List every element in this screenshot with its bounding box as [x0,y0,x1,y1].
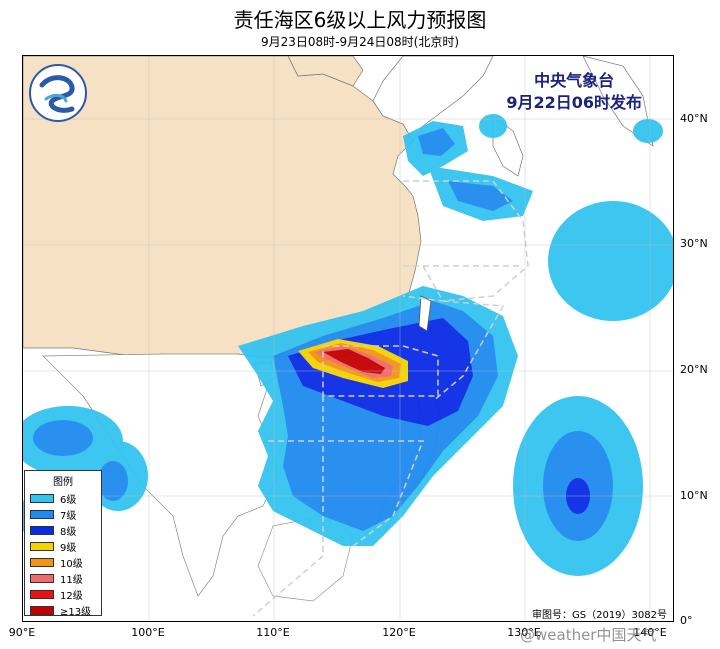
legend-label: 12级 [60,590,83,602]
legend-title: 图例 [53,477,73,488]
lon-tick-90e: 90°E [8,626,36,639]
legend-item: 7级 [25,506,101,522]
legend-swatch [30,509,54,519]
lat-tick-30n: 30°N [680,237,708,250]
legend-swatch [30,573,54,583]
lon-tick-110e: 110°E [256,626,290,639]
lat-tick-20n: 20°N [680,363,708,376]
lat-tick-0: 0° [680,614,693,627]
lon-tick-130e: 130°E [507,626,541,639]
legend-label: 8级 [60,526,77,538]
lat-tick-10n: 10°N [680,489,708,502]
legend-swatch [30,493,54,503]
legend-item: ≥13级 [25,602,101,618]
watermark: @weather中国天气 [520,626,657,644]
lon-tick-140e: 140°E [633,626,667,639]
legend-item: 12级 [25,586,101,602]
legend-item: 8级 [25,522,101,538]
legend-label: 10级 [60,558,83,570]
legend-label: 6级 [60,494,77,506]
legend-swatch [30,557,54,567]
map-review-number: 审图号：GS（2019）3082号 [532,610,667,621]
sea-zone-boundaries [252,180,529,617]
release-time: 9月22日06时发布 [506,93,642,112]
agency-name: 中央气象台 [534,71,615,90]
map-area [22,55,674,622]
cma-logo-icon [28,63,88,123]
lon-tick-100e: 100°E [131,626,165,639]
legend-item: 9级 [25,538,101,554]
legend-label: 7级 [60,510,77,522]
forecast-map [23,56,673,621]
legend-item: 6级 [25,490,101,506]
legend-swatch [30,605,54,615]
map-title: 责任海区6级以上风力预报图 [233,8,487,32]
legend-rows: 6级 7级 8级 9级 10级 11级 12级 ≥13级 [25,490,101,618]
lon-tick-120e: 120°E [382,626,416,639]
legend-swatch [30,541,54,551]
legend-swatch [30,525,54,535]
agency-block: 中央气象台 9月22日06时发布 [506,70,642,114]
lat-tick-40n: 40°N [680,112,708,125]
legend-item: 10级 [25,554,101,570]
legend-swatch [30,589,54,599]
legend-label: ≥13级 [60,606,92,618]
map-subtitle: 9月23日08时-9月24日08时(北京时) [260,35,460,49]
legend: 图例 6级 7级 8级 9级 10级 11级 12级 ≥13级 [24,470,102,618]
legend-label: 9级 [60,542,77,554]
legend-item: 11级 [25,570,101,586]
legend-label: 11级 [60,574,83,586]
